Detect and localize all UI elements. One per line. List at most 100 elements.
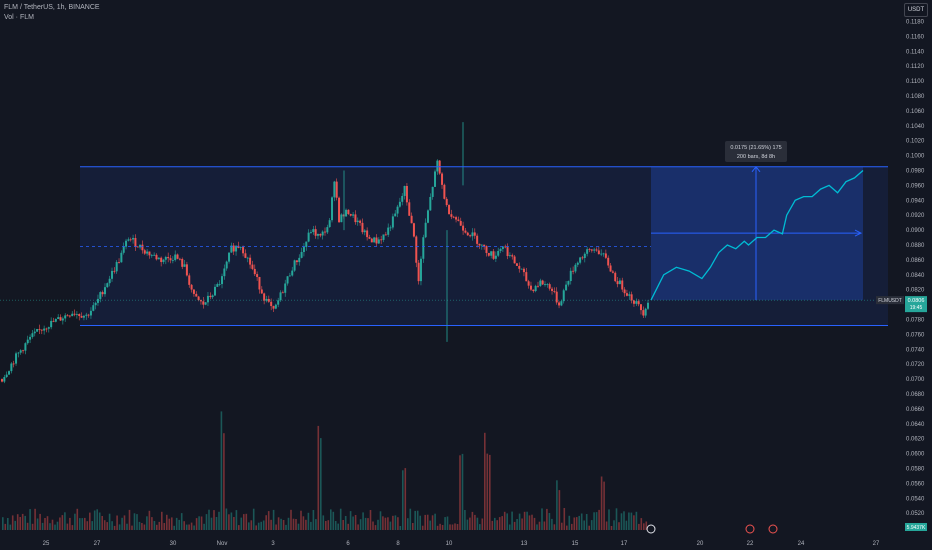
- volume-bar: [270, 519, 272, 530]
- volume-bar: [220, 411, 223, 530]
- candle-body: [581, 257, 584, 259]
- x-tick-label: 20: [697, 541, 704, 547]
- volume-bar: [146, 516, 148, 530]
- candle-body: [565, 284, 568, 291]
- volume-bar: [240, 517, 243, 530]
- candle-body: [473, 232, 476, 236]
- volume-bar: [466, 519, 469, 530]
- volume-bar: [339, 508, 342, 530]
- volume-bar: [141, 523, 143, 530]
- candle-body: [115, 262, 118, 272]
- candle-body: [211, 295, 214, 298]
- symbol-title[interactable]: FLM / TetherUS, 1h, BINANCE: [4, 4, 100, 11]
- candle-body: [625, 293, 628, 296]
- volume-bar: [190, 522, 193, 530]
- volume-bar: [357, 524, 359, 530]
- candle-body: [387, 227, 390, 235]
- volume-bar: [101, 516, 103, 530]
- y-tick-label: 0.1020: [906, 139, 925, 145]
- volume-label[interactable]: Vol · FLM: [4, 14, 34, 21]
- volume-bar: [605, 521, 608, 530]
- candle-body: [307, 232, 310, 242]
- candle-body: [335, 181, 338, 198]
- volume-bar: [392, 515, 394, 530]
- candle-body: [57, 317, 60, 320]
- volume-bar: [121, 517, 123, 530]
- candle-body: [10, 363, 13, 372]
- candle-body: [1, 379, 3, 382]
- volume-bar: [382, 516, 384, 530]
- candle-body: [3, 377, 6, 382]
- volume-bar: [59, 517, 61, 530]
- volume-bar: [372, 521, 374, 530]
- x-tick-label: 15: [572, 541, 579, 547]
- volume-bar: [518, 513, 521, 530]
- volume-bar: [585, 514, 588, 530]
- volume-bar: [399, 526, 402, 530]
- volume-bar: [486, 453, 489, 530]
- volume-bar: [168, 518, 171, 530]
- candle-body: [87, 314, 90, 316]
- y-tick-label: 0.0700: [906, 377, 925, 383]
- candle-body: [265, 298, 268, 301]
- volume-bar: [24, 515, 26, 530]
- candle-body: [462, 225, 465, 231]
- candle-body: [64, 315, 67, 319]
- candle-body: [244, 253, 247, 258]
- candle-body: [195, 293, 198, 297]
- candle-body: [291, 270, 294, 276]
- candle-body: [513, 256, 516, 264]
- candle-body: [43, 328, 46, 331]
- volume-bar: [223, 433, 225, 530]
- volume-bar: [523, 511, 526, 530]
- candle-body: [246, 257, 249, 259]
- measure-label-box: [725, 141, 787, 162]
- candle-body: [155, 254, 158, 260]
- volume-bar: [265, 515, 267, 530]
- volume-bar: [491, 520, 494, 530]
- y-tick-label: 0.1060: [906, 109, 925, 115]
- volume-bar: [615, 508, 618, 530]
- candle-body: [153, 254, 156, 256]
- candle-body: [288, 275, 291, 277]
- candle-body: [82, 315, 85, 318]
- currency-button[interactable]: USDT: [904, 3, 928, 17]
- candle-body: [618, 280, 621, 285]
- candle-body: [150, 254, 153, 256]
- candle-body: [511, 255, 514, 257]
- candle-body: [522, 268, 525, 273]
- x-tick-label: 17: [621, 541, 628, 547]
- volume-bar: [379, 511, 382, 530]
- candle-body: [607, 257, 610, 266]
- candle-body: [359, 220, 362, 223]
- candle-body: [143, 250, 146, 254]
- candle-body: [305, 241, 308, 247]
- volume-bar: [98, 512, 101, 530]
- volume-bar: [317, 425, 320, 530]
- volume-bar: [387, 517, 389, 530]
- candle-body: [239, 247, 242, 248]
- volume-bar: [416, 510, 419, 530]
- candle-body: [47, 327, 50, 329]
- volume-bar: [354, 515, 357, 530]
- volume-tag-text: 5.9437K: [907, 525, 926, 531]
- y-tick-label: 0.0940: [906, 198, 925, 204]
- volume-bar: [489, 454, 491, 530]
- candle-body: [192, 289, 195, 294]
- candle-body: [644, 308, 647, 316]
- volume-bar: [36, 518, 39, 530]
- volume-bar: [238, 525, 240, 530]
- volume-bar: [300, 510, 302, 530]
- volume-bar: [106, 522, 108, 530]
- candle-body: [101, 292, 104, 295]
- volume-bar: [429, 520, 431, 530]
- candle-body: [544, 284, 547, 285]
- candle-body: [602, 253, 605, 255]
- volume-bar: [280, 518, 282, 530]
- y-tick-label: 0.0620: [906, 437, 925, 443]
- candle-body: [326, 227, 329, 233]
- y-tick-label: 0.0900: [906, 228, 925, 234]
- candle-body: [164, 256, 167, 260]
